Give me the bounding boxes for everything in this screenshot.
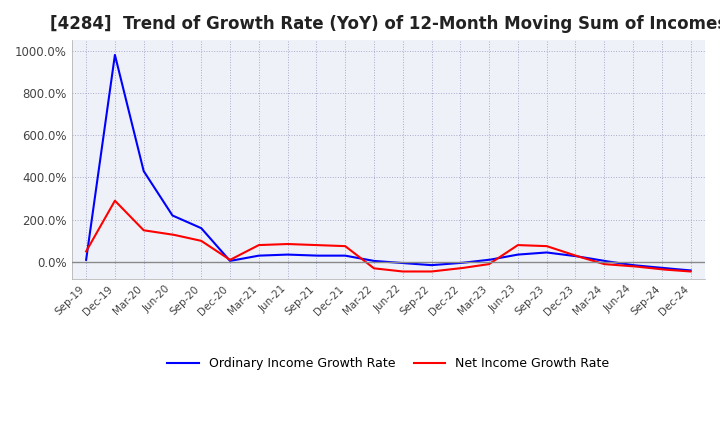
Ordinary Income Growth Rate bbox=[464, 260, 472, 265]
Net Income Growth Rate bbox=[686, 269, 695, 274]
Line: Net Income Growth Rate: Net Income Growth Rate bbox=[86, 201, 690, 271]
Ordinary Income Growth Rate bbox=[520, 252, 528, 257]
Line: Ordinary Income Growth Rate: Ordinary Income Growth Rate bbox=[86, 55, 690, 271]
Legend: Ordinary Income Growth Rate, Net Income Growth Rate: Ordinary Income Growth Rate, Net Income … bbox=[163, 352, 614, 375]
Ordinary Income Growth Rate bbox=[111, 52, 120, 58]
Net Income Growth Rate bbox=[521, 243, 530, 248]
Net Income Growth Rate bbox=[465, 264, 474, 270]
Net Income Growth Rate bbox=[156, 230, 165, 235]
Net Income Growth Rate bbox=[280, 242, 289, 247]
Net Income Growth Rate bbox=[82, 249, 91, 254]
Ordinary Income Growth Rate bbox=[156, 194, 165, 199]
Net Income Growth Rate bbox=[323, 243, 331, 248]
Ordinary Income Growth Rate bbox=[686, 268, 695, 273]
Ordinary Income Growth Rate bbox=[523, 251, 531, 257]
Ordinary Income Growth Rate bbox=[82, 257, 91, 263]
Ordinary Income Growth Rate bbox=[280, 252, 289, 257]
Net Income Growth Rate bbox=[111, 198, 120, 203]
Title: [4284]  Trend of Growth Rate (YoY) of 12-Month Moving Sum of Incomes: [4284] Trend of Growth Rate (YoY) of 12-… bbox=[50, 15, 720, 33]
Net Income Growth Rate bbox=[398, 269, 407, 274]
Net Income Growth Rate bbox=[524, 243, 533, 248]
Ordinary Income Growth Rate bbox=[323, 253, 331, 258]
